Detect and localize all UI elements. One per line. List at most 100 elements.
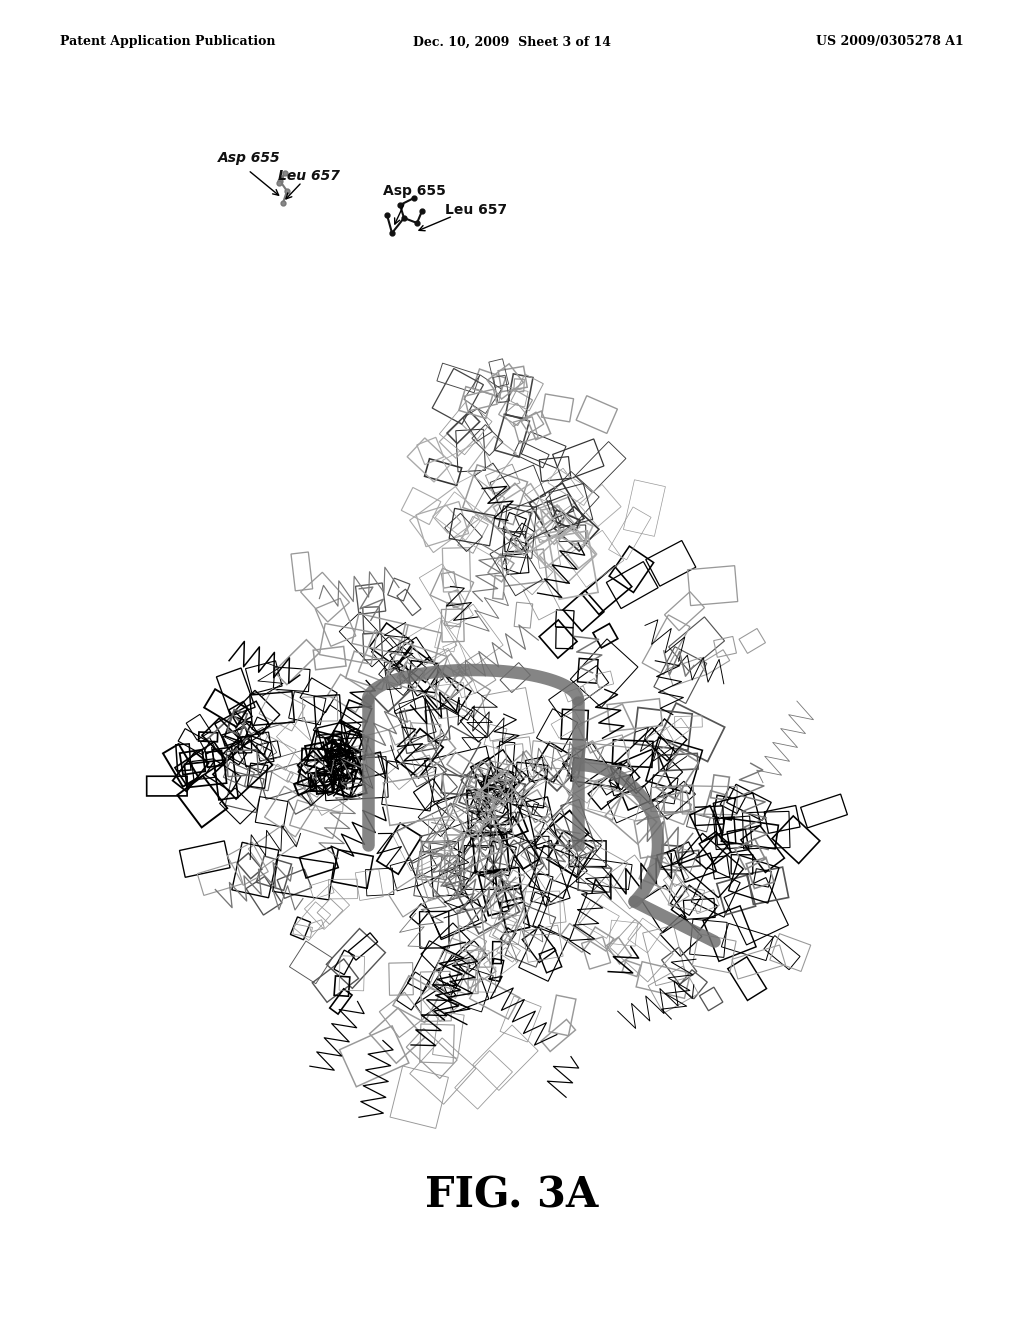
- Bar: [461, 760, 505, 805]
- Bar: [329, 746, 353, 772]
- Bar: [506, 869, 548, 909]
- Bar: [442, 697, 473, 721]
- Bar: [437, 363, 479, 393]
- Bar: [713, 793, 761, 836]
- Bar: [488, 359, 509, 387]
- Bar: [429, 820, 461, 850]
- Bar: [259, 763, 304, 799]
- Bar: [362, 632, 383, 660]
- Bar: [530, 873, 553, 904]
- Bar: [243, 734, 268, 754]
- Bar: [506, 374, 532, 418]
- Bar: [487, 770, 537, 808]
- Bar: [682, 785, 737, 814]
- Bar: [454, 832, 473, 853]
- Bar: [655, 781, 695, 820]
- Bar: [561, 709, 589, 741]
- Bar: [461, 834, 516, 899]
- Bar: [290, 941, 333, 983]
- Bar: [245, 767, 272, 791]
- Bar: [420, 830, 450, 851]
- Bar: [289, 692, 326, 725]
- Bar: [414, 779, 445, 810]
- Bar: [328, 719, 360, 752]
- Bar: [525, 512, 582, 568]
- Bar: [579, 900, 620, 939]
- Bar: [493, 941, 502, 964]
- Bar: [314, 694, 342, 735]
- Bar: [570, 758, 622, 788]
- Bar: [596, 671, 613, 688]
- Bar: [457, 908, 485, 952]
- Bar: [459, 387, 493, 418]
- Bar: [731, 854, 753, 874]
- Bar: [454, 941, 487, 974]
- Bar: [569, 841, 606, 867]
- Bar: [646, 540, 696, 586]
- Bar: [206, 751, 223, 767]
- Bar: [389, 962, 414, 995]
- Bar: [728, 957, 767, 1001]
- Bar: [420, 911, 450, 948]
- Bar: [432, 899, 486, 940]
- Bar: [514, 441, 549, 467]
- Bar: [473, 1024, 539, 1090]
- Bar: [559, 525, 586, 541]
- Bar: [628, 919, 663, 953]
- Bar: [336, 767, 356, 797]
- Bar: [274, 640, 319, 685]
- Bar: [456, 429, 485, 471]
- Bar: [440, 805, 482, 845]
- Bar: [231, 737, 271, 772]
- Bar: [179, 841, 230, 878]
- Bar: [327, 928, 385, 989]
- Bar: [396, 972, 430, 1010]
- Bar: [454, 775, 496, 816]
- Bar: [223, 762, 254, 788]
- Bar: [474, 818, 501, 857]
- Bar: [441, 775, 477, 796]
- Bar: [324, 771, 334, 792]
- Bar: [577, 396, 617, 433]
- Bar: [420, 1024, 455, 1063]
- Bar: [636, 962, 690, 998]
- Bar: [435, 682, 467, 718]
- Bar: [397, 735, 446, 787]
- Bar: [516, 759, 553, 792]
- Bar: [492, 751, 546, 804]
- Bar: [204, 689, 248, 727]
- Bar: [453, 665, 477, 698]
- Bar: [315, 766, 336, 787]
- Bar: [410, 1038, 476, 1105]
- Bar: [355, 869, 383, 900]
- Bar: [205, 760, 241, 792]
- Bar: [290, 800, 340, 838]
- Bar: [660, 915, 701, 956]
- Bar: [447, 412, 479, 444]
- Bar: [578, 659, 598, 684]
- Bar: [611, 727, 678, 793]
- Bar: [690, 805, 723, 842]
- Bar: [488, 779, 512, 801]
- Bar: [716, 817, 736, 845]
- Bar: [298, 751, 321, 774]
- Bar: [579, 484, 622, 527]
- Bar: [721, 817, 778, 849]
- Bar: [309, 785, 344, 812]
- Bar: [529, 483, 584, 539]
- Bar: [717, 875, 756, 915]
- Bar: [537, 709, 578, 752]
- Bar: [651, 787, 681, 812]
- Bar: [483, 775, 509, 826]
- Bar: [552, 510, 581, 531]
- Bar: [305, 742, 327, 762]
- Bar: [634, 816, 670, 858]
- Bar: [314, 737, 342, 752]
- Bar: [672, 886, 718, 931]
- Bar: [201, 738, 216, 754]
- Bar: [548, 469, 593, 506]
- Bar: [293, 924, 312, 937]
- Bar: [384, 661, 401, 689]
- Bar: [552, 741, 610, 796]
- Bar: [476, 825, 505, 875]
